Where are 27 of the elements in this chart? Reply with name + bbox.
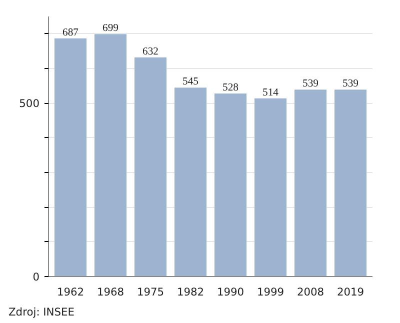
x-tick-label: 2019	[336, 286, 364, 298]
bar	[54, 38, 86, 276]
bar	[94, 34, 126, 276]
x-tick-label: 1990	[216, 286, 244, 298]
x-tick-label: 2008	[296, 286, 324, 298]
bar	[134, 57, 166, 276]
text: Zdroj: INSEE	[8, 306, 75, 318]
x-tick-label: 1982	[176, 286, 204, 298]
bar	[174, 88, 206, 276]
x-tick-label: 1975	[136, 286, 164, 298]
data-label: 514	[262, 87, 280, 98]
x-tick-label: 1968	[96, 286, 124, 298]
data-label: 687	[62, 27, 80, 38]
y-tick-label: 500	[19, 97, 40, 110]
bar	[254, 98, 286, 276]
bar	[294, 90, 326, 276]
data-label: 539	[342, 78, 358, 90]
data-label: 528	[222, 82, 238, 94]
y-tick-label: 0	[32, 270, 40, 284]
bar	[334, 90, 366, 276]
bar	[214, 93, 246, 276]
data-label: 699	[102, 23, 118, 34]
data-label: 632	[142, 46, 158, 58]
data-label: 539	[302, 78, 318, 90]
x-tick-label: 1962	[56, 286, 84, 298]
x-tick-label: 1999	[256, 286, 284, 298]
data-label: 545	[182, 76, 198, 88]
